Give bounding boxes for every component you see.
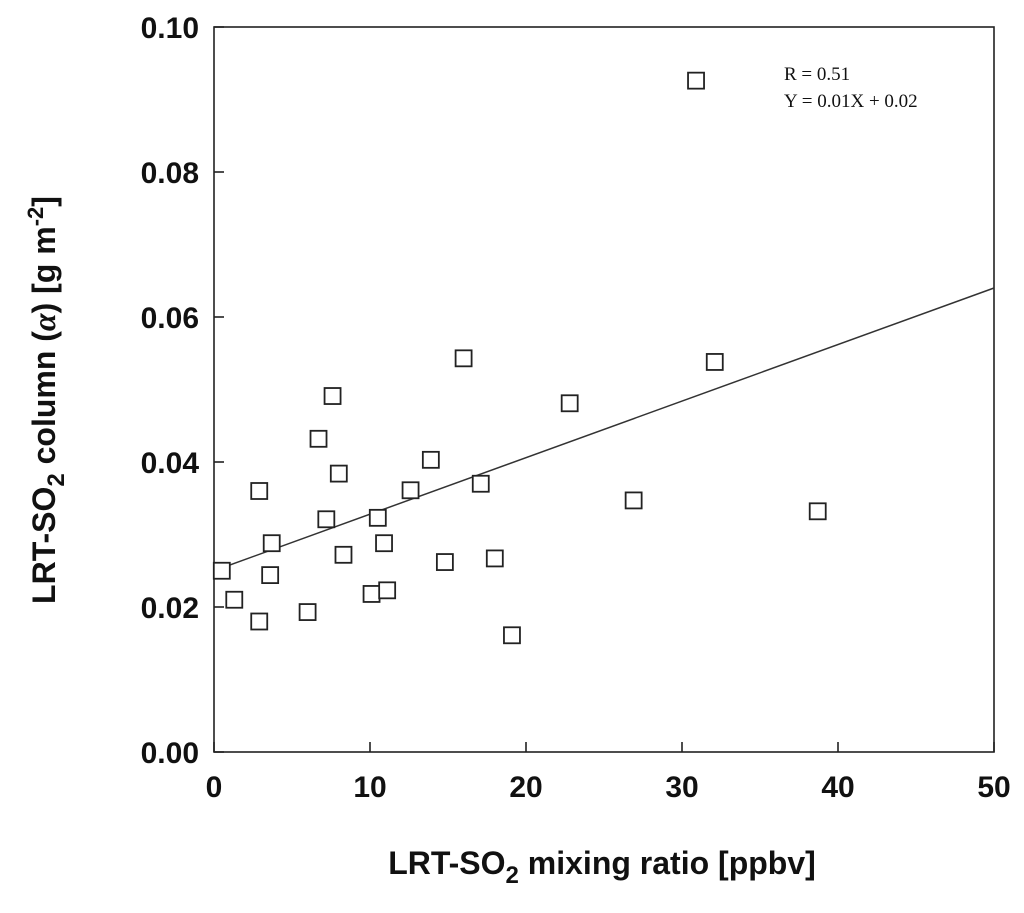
data-point [250, 482, 269, 500]
data-point [309, 429, 328, 448]
data-points [212, 71, 827, 645]
y-tick-label: 0.02 [141, 592, 199, 625]
data-point [705, 353, 724, 371]
data-point [298, 603, 317, 621]
data-point [375, 534, 393, 553]
data-point [262, 534, 281, 553]
y-tick-label: 0.06 [141, 302, 199, 335]
y-tick-label: 0.08 [141, 157, 199, 190]
data-point [225, 590, 244, 609]
data-point [503, 626, 521, 645]
annotation-r: R = 0.51 [784, 64, 850, 85]
data-point [378, 581, 397, 600]
data-point [317, 510, 336, 529]
plot-frame [213, 26, 995, 753]
x-tick-label: 30 [665, 771, 698, 804]
regression-line-group [213, 287, 995, 572]
y-tick-label: 0.04 [141, 447, 200, 480]
data-point [362, 585, 381, 603]
x-tick-label: 20 [509, 771, 542, 804]
data-point [261, 566, 280, 584]
data-point [329, 464, 348, 483]
data-point [485, 549, 504, 568]
data-point [334, 545, 353, 564]
data-point [687, 71, 705, 90]
data-point [250, 612, 269, 631]
data-point [560, 394, 579, 413]
ticks: 0 10 20 30 40 50 0.00 0.02 0.04 0.06 0.08 0.10 [141, 12, 1011, 804]
data-point [435, 553, 454, 571]
data-point [401, 481, 420, 500]
data-point [323, 387, 342, 405]
x-tick-label: 10 [353, 771, 386, 804]
data-point [624, 491, 643, 510]
annotation-equation: Y = 0.01X + 0.02 [784, 91, 918, 112]
data-point [421, 450, 440, 469]
y-tick-label: 0.10 [141, 12, 199, 45]
x-tick-label: 50 [977, 771, 1010, 804]
x-tick-label: 40 [821, 771, 854, 804]
axes [213, 26, 995, 753]
data-point [471, 474, 490, 493]
x-tick-label: 0 [206, 771, 223, 804]
stats-annotation: R = 0.51 Y = 0.01X + 0.02 [784, 64, 918, 112]
data-point [808, 502, 827, 521]
data-point [212, 561, 231, 580]
y-axis-title: LRT-SO2 column (α) [g m-2] [23, 196, 70, 604]
x-axis-title: LRT-SO2 mixing ratio [ppbv] [388, 845, 816, 889]
data-point [368, 508, 387, 527]
data-point [454, 349, 473, 368]
regression-line [213, 287, 995, 572]
y-tick-label: 0.00 [141, 737, 199, 770]
